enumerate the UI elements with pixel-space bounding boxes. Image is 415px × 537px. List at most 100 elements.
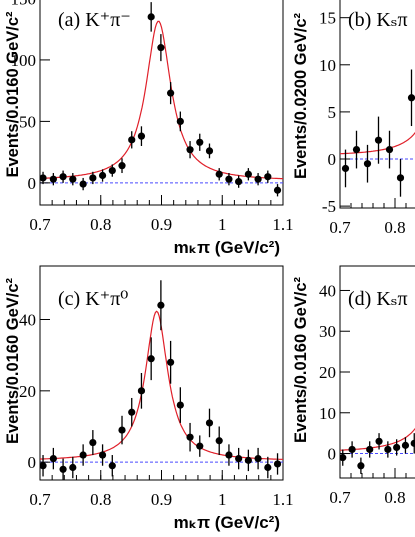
point-marker [205,147,214,155]
point-marker [49,455,57,463]
data-point [393,439,401,456]
data-point [352,130,361,169]
point-marker [147,355,155,363]
panel-b: 0.7 0.8 -5 0 5 10 15 (b) Kₛπ Events/0.0200 GeV/c… [292,0,415,237]
data-point [137,373,146,409]
panel-a: 0.7 0.8 0.9 1 1.1 0 50 100 150 (a) K⁺π⁻ Events/0.0… [4,0,294,257]
point-marker [244,456,252,464]
point-marker [410,439,415,447]
point-marker [393,443,401,452]
point-marker [384,445,392,454]
point-marker [176,117,184,125]
data-point [108,164,116,177]
point-marker [205,419,214,427]
data-point [273,453,282,475]
point-marker [375,437,383,445]
data-point [167,82,175,105]
point-marker [89,438,97,447]
data-point [40,171,47,185]
x-tick-label: 0.8 [90,490,111,509]
y-axis-label: Events/0.0160 GeV/c² [4,11,22,178]
data-point [59,458,67,480]
point-marker [225,175,233,183]
data-point [176,387,184,423]
data-point [196,133,204,151]
point-marker [196,442,204,450]
point-marker [128,136,136,144]
point-marker [341,164,350,173]
data-point [128,397,136,427]
data-point [157,34,165,62]
y-tick-label: 100 [11,51,37,70]
x-axis-label: mₖπ (GeV/c²) [174,513,280,532]
point-marker [244,170,252,178]
data-point [108,455,116,477]
data-point [40,455,47,477]
point-marker [157,44,165,52]
y-tick-label: 20 [19,382,36,401]
data-point [147,337,155,381]
data-point [128,131,136,149]
data-point [205,143,214,159]
data-point [118,158,126,174]
panel-c: 0.7 0.8 0.9 1 1.1 0 20 40 (c) K⁺π⁰ Events/0.0160 … [4,265,294,532]
point-marker [59,173,67,181]
data-point [401,437,410,454]
x-tick-label: 0.7 [29,215,51,234]
y-tick-label: -5 [322,197,336,216]
data-point [235,175,243,188]
point-marker [273,186,282,194]
y-tick-label: 0 [28,174,37,193]
point-marker [196,138,204,146]
x-axis-label: mₖπ (GeV/c²) [174,238,280,257]
data-point [49,173,57,186]
point-marker [118,162,126,170]
data-point [89,171,97,185]
x-tick-label: 1 [218,490,227,509]
data-point [137,126,146,146]
point-marker [128,408,136,416]
point-marker [374,136,383,144]
point-marker [79,180,87,188]
data-point [384,441,392,458]
data-point [363,144,372,183]
point-marker [186,146,194,154]
data-point [244,449,252,472]
point-marker [89,174,97,182]
y-tick-label: 5 [328,103,337,122]
data-point [357,457,365,474]
point-marker [348,445,356,454]
x-tick-label: 0.7 [329,488,351,507]
point-marker [264,173,272,181]
y-tick-label: 0 [28,453,37,472]
point-marker [137,387,146,395]
point-marker [98,451,107,459]
y-axis-label: Events/0.0160 GeV/c² [292,276,310,443]
point-marker [254,175,262,183]
point-marker [396,174,405,182]
data-point [225,173,233,186]
y-tick-label: 30 [319,322,336,341]
point-marker [118,426,126,434]
panel-title: (d) Kₛπ [348,288,408,310]
data-point [375,433,383,450]
point-marker [385,145,394,154]
x-tick-label: 0.9 [151,215,172,234]
point-marker [340,454,347,462]
point-marker [40,462,47,470]
point-marker [137,132,146,140]
data-point [264,456,272,479]
y-tick-label: 10 [319,56,336,75]
point-marker [401,441,410,449]
point-marker [69,463,77,472]
point-marker [235,455,243,463]
y-tick-label: 0 [328,150,337,169]
y-tick-label: 20 [319,363,336,382]
fit-curve [340,132,415,155]
data-point [348,441,356,458]
point-marker [108,462,116,470]
data-point [254,173,262,186]
data-point [186,422,194,452]
data-point [176,111,184,132]
point-marker [352,145,361,154]
